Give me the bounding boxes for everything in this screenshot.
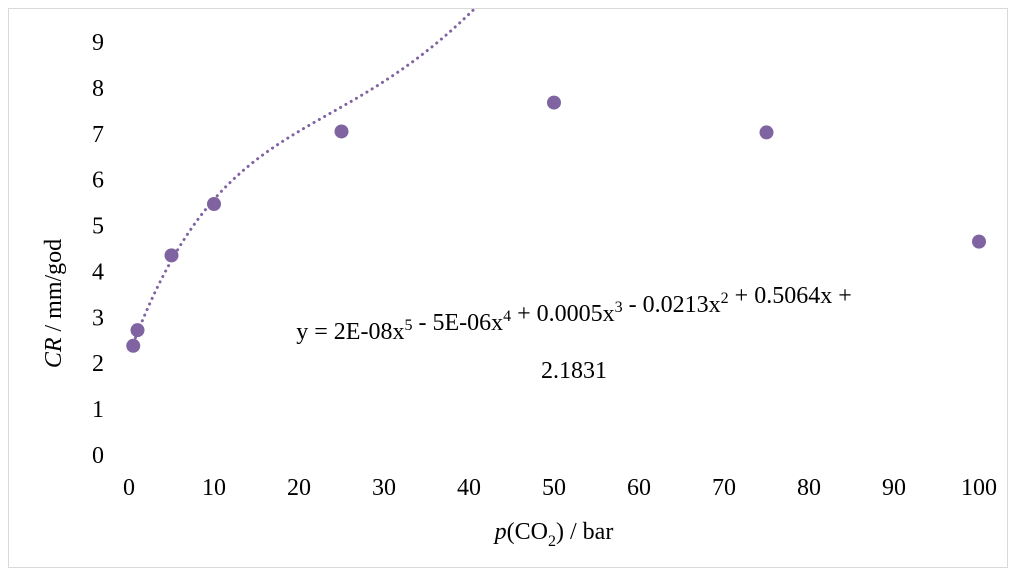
- x-tick-label: 10: [202, 475, 226, 501]
- y-tick-label: 0: [92, 443, 104, 469]
- data-point: [207, 196, 221, 211]
- x-tick-label: 100: [961, 475, 997, 501]
- x-tick-label: 30: [372, 475, 396, 501]
- data-point: [547, 95, 561, 110]
- y-tick-label: 7: [92, 122, 104, 148]
- trendline-equation: y = 2E-08x5 - 5E-06x4 + 0.0005x3 - 0.021…: [296, 283, 851, 345]
- x-tick-label: 60: [627, 475, 651, 501]
- chart-svg: 0 1 2 3 4 5 6 7 8 9 0 10 20 30 40 50 60 70 80 90 100 y = 2E…: [41, 9, 997, 550]
- x-tick-labels: 0 10 20 30 40 50 60 70 80 90 100: [123, 475, 997, 501]
- y-tick-label: 3: [92, 305, 104, 331]
- x-tick-label: 80: [797, 475, 821, 501]
- data-point: [164, 248, 179, 263]
- y-tick-labels: 0 1 2 3 4 5 6 7 8 9: [92, 30, 104, 469]
- trendline: [131, 9, 477, 345]
- data-point: [972, 234, 986, 249]
- y-tick-label: 9: [92, 30, 104, 56]
- y-tick-label: 4: [92, 259, 104, 285]
- y-tick-label: 1: [92, 397, 104, 423]
- x-tick-label: 70: [712, 475, 736, 501]
- x-tick-label: 0: [123, 475, 135, 501]
- data-point: [130, 323, 145, 338]
- x-tick-label: 20: [287, 475, 311, 501]
- x-tick-label: 50: [542, 475, 566, 501]
- data-point: [759, 125, 774, 140]
- data-point: [126, 338, 141, 353]
- y-tick-label: 8: [92, 76, 104, 102]
- x-axis-label: p(CO2) / bar: [493, 519, 614, 550]
- data-points: [126, 95, 986, 353]
- data-point: [334, 124, 349, 139]
- y-tick-label: 6: [92, 168, 104, 194]
- chart-frame: 0 1 2 3 4 5 6 7 8 9 0 10 20 30 40 50 60 70 80 90 100 y = 2E…: [8, 8, 1008, 568]
- trendline-equation-constant: 2.1831: [541, 358, 607, 384]
- y-tick-label: 5: [92, 214, 104, 240]
- x-tick-label: 90: [882, 475, 906, 501]
- y-axis-label: CR / mm/god: [41, 239, 67, 368]
- y-tick-label: 2: [92, 351, 104, 377]
- x-tick-label: 40: [457, 475, 481, 501]
